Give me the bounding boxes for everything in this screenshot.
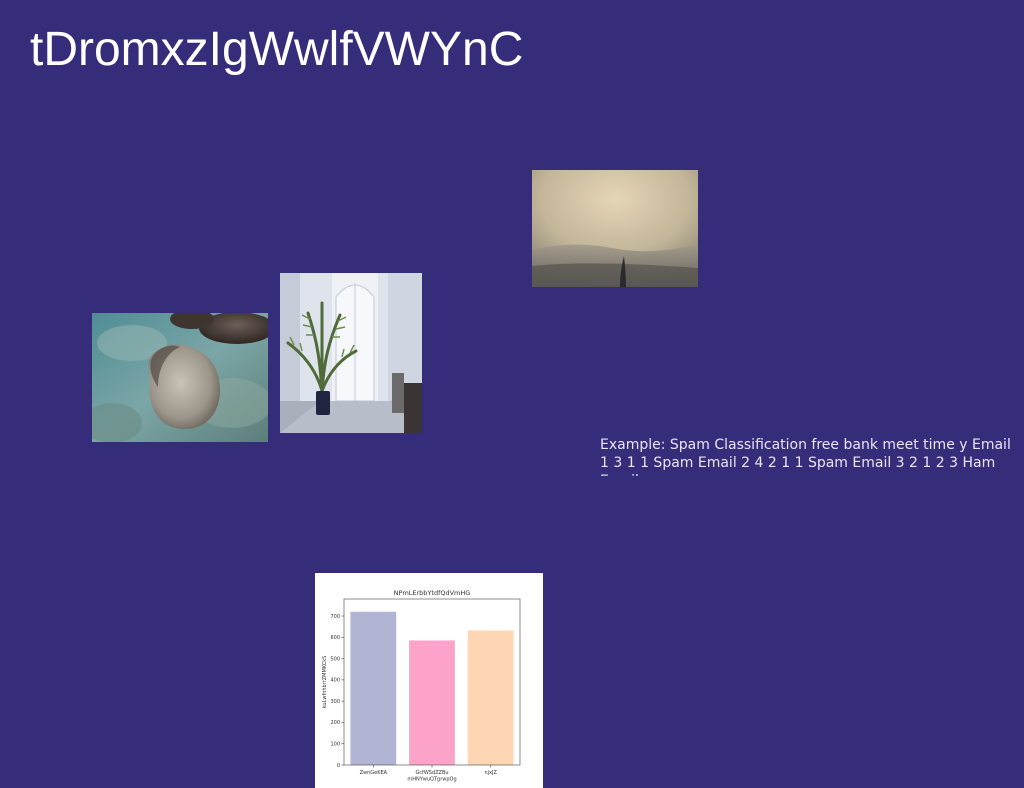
y-tick-label-3: 300: [330, 699, 340, 705]
y-tick-label-1: 100: [330, 742, 340, 748]
plot-frame: [343, 598, 521, 766]
x-tick-label-1: GcfWSdZZBu mHNYwuQTgrwpOg: [407, 770, 456, 783]
y-tick-label-5: 500: [330, 656, 340, 662]
y-tick-label-7: 700: [330, 614, 340, 620]
rocks-in-shallow-water-photo: [92, 313, 268, 442]
y-axis-label: kuLwfnhbrrZMMKCkS: [322, 656, 328, 709]
y-tick-label-0: 0: [337, 763, 340, 769]
bar-chart: NPmLErbbYtdfQdVmHG 0 100 200 300 400 500 600 70…: [315, 573, 543, 788]
bar-2: [467, 630, 514, 765]
example-caption: Example: Spam Classification free bank m…: [600, 437, 1011, 476]
bar-1: [409, 640, 455, 765]
potted-palm-by-white-door-photo: [280, 273, 422, 433]
y-tick-label-2: 200: [330, 720, 340, 726]
x-tick-label-0: ZwnGeKEA: [360, 770, 388, 776]
x-tick-label-2: njxJZ: [484, 770, 497, 776]
y-tick-label-6: 600: [330, 635, 340, 641]
chart-title: NPmLErbbYtdfQdVmHG: [394, 589, 471, 597]
misty-sky-with-plant-silhouette-photo: [532, 170, 698, 287]
slide-title: tDromxzIgWwlfVWYnC: [30, 23, 524, 76]
bar-0: [350, 611, 397, 765]
y-tick-label-4: 400: [330, 678, 340, 684]
bar-chart-svg: NPmLErbbYtdfQdVmHG 0 100 200 300 400 500 600 70…: [322, 589, 521, 783]
